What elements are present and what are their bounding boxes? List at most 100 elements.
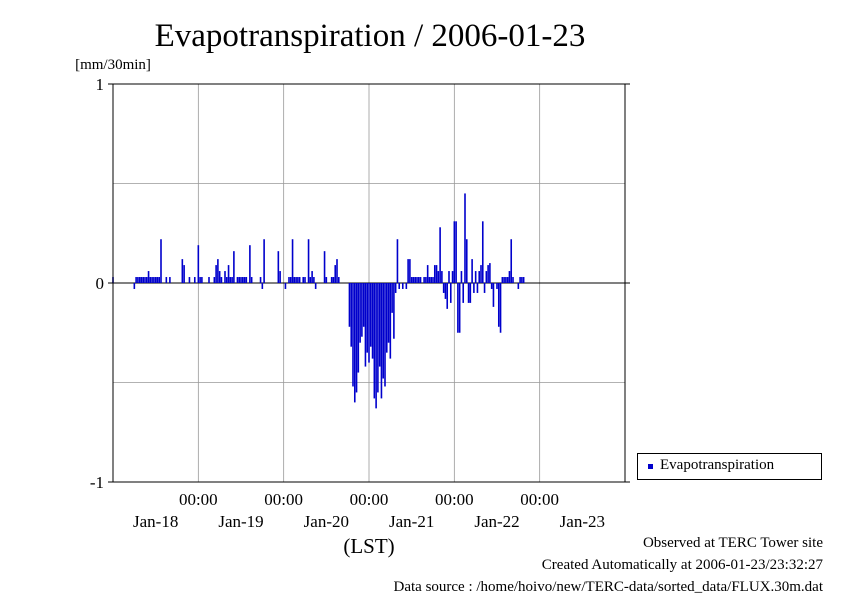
bar <box>289 277 292 283</box>
y-tick-label: 0 <box>96 274 105 293</box>
x-tick-label-time: 00:00 <box>264 490 303 509</box>
bar <box>231 277 233 283</box>
bar <box>295 277 297 283</box>
bar <box>432 277 434 283</box>
bar <box>483 283 486 293</box>
bar <box>369 283 372 347</box>
bar <box>469 283 472 303</box>
chart-title: Evapotranspiration / 2006-01-23 <box>155 18 586 54</box>
bar <box>181 259 184 283</box>
legend-label: Evapotranspiration <box>660 457 775 473</box>
bar <box>337 277 340 283</box>
bar <box>439 227 441 283</box>
bar <box>151 277 153 283</box>
bar <box>140 277 143 283</box>
x-tick-label-time: 00:00 <box>179 490 218 509</box>
bar <box>458 283 461 333</box>
bar <box>188 277 191 283</box>
bar <box>259 277 262 283</box>
bar <box>183 265 185 283</box>
bar <box>309 277 312 283</box>
bar-series-evapotranspiration <box>112 193 525 409</box>
bar <box>334 265 337 283</box>
bar <box>398 283 401 289</box>
bar <box>371 283 374 359</box>
bar <box>501 277 504 283</box>
x-tick-label-time: 00:00 <box>520 490 559 509</box>
bar <box>441 271 443 283</box>
bar <box>499 283 502 333</box>
y-tick-label: -1 <box>90 473 104 492</box>
bar <box>480 265 482 283</box>
bar <box>314 283 317 289</box>
bar <box>380 283 383 399</box>
bar <box>385 283 388 353</box>
bar <box>165 277 168 283</box>
bar <box>364 283 367 367</box>
bar <box>249 245 251 283</box>
bar <box>213 277 216 283</box>
bar <box>236 277 239 283</box>
bar <box>428 277 431 283</box>
bar <box>460 271 463 283</box>
bar <box>302 277 305 283</box>
bar <box>522 277 525 283</box>
bar <box>291 239 294 283</box>
bar <box>225 277 228 283</box>
bar <box>138 277 141 283</box>
bar <box>446 283 449 309</box>
bar <box>220 277 223 283</box>
bar <box>517 283 520 289</box>
bar <box>149 277 152 283</box>
bar <box>357 283 360 373</box>
bar <box>240 277 242 283</box>
bar <box>158 277 161 283</box>
bar <box>467 283 470 303</box>
bar <box>233 251 235 283</box>
bar <box>243 277 246 283</box>
bar <box>451 271 454 283</box>
bar <box>387 283 390 343</box>
bar <box>241 277 244 283</box>
bar <box>389 283 392 359</box>
bar <box>193 277 196 283</box>
bar <box>476 283 479 293</box>
bar <box>361 283 363 337</box>
bar <box>169 277 171 283</box>
bar <box>465 239 468 283</box>
bar <box>284 283 287 289</box>
bar <box>368 283 370 363</box>
bar <box>471 259 473 283</box>
bar <box>199 277 201 283</box>
bar <box>473 283 475 293</box>
bar <box>208 277 210 283</box>
bar <box>355 283 358 393</box>
x-tick-label-date: Jan-18 <box>133 512 178 531</box>
bar <box>492 283 495 307</box>
bar <box>464 193 466 283</box>
bar <box>330 277 333 283</box>
bar <box>426 265 429 283</box>
bar <box>353 283 356 403</box>
x-tick-label-date: Jan-20 <box>304 512 349 531</box>
bar <box>156 277 159 283</box>
bar <box>218 271 221 283</box>
bar <box>336 259 338 283</box>
bar <box>350 283 353 347</box>
bar <box>362 283 365 327</box>
bar <box>508 271 511 283</box>
bar <box>433 265 436 283</box>
bar <box>377 283 379 393</box>
bar <box>153 277 155 283</box>
bar <box>250 277 253 283</box>
bar <box>160 239 162 283</box>
bar <box>419 277 422 283</box>
bar <box>307 239 310 283</box>
bar <box>490 283 493 289</box>
bar <box>437 271 440 283</box>
bar <box>455 221 457 283</box>
bar <box>238 277 241 283</box>
bar <box>261 283 264 289</box>
bar <box>359 283 361 343</box>
bar <box>481 221 484 283</box>
